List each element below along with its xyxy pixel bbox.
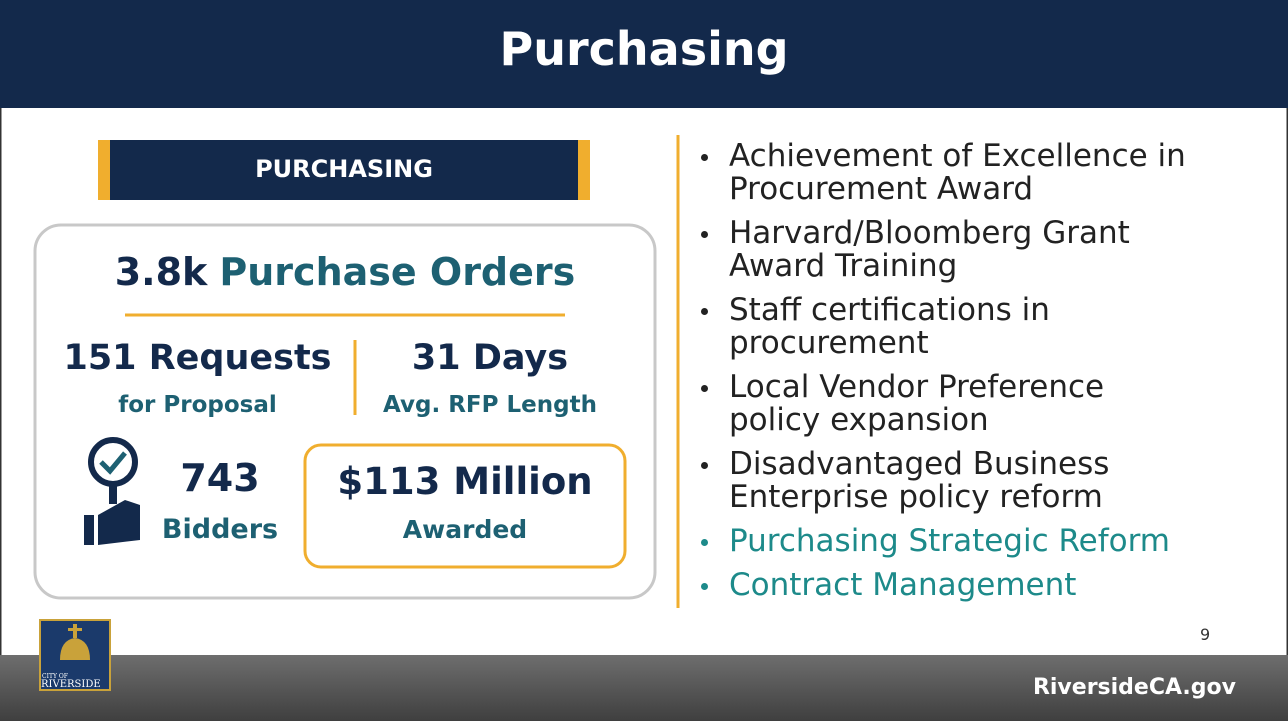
header-bar (0, 0, 1288, 108)
stat-value: 31 Days (411, 338, 569, 378)
banner-accent (578, 140, 590, 200)
bullet-item: Staff certifications in procurement (697, 294, 1277, 360)
slide-title: Purchasing (499, 22, 789, 76)
footer-bar (0, 655, 1288, 721)
bullet-line: procurement (729, 325, 929, 361)
heading-banner (98, 140, 590, 200)
logo-top: CITY OF (42, 673, 68, 680)
bidders-icon (84, 437, 140, 545)
bullet-item: Purchasing Strategic Reform (697, 525, 1277, 558)
bullet-line: Contract Management (729, 567, 1077, 603)
bullet-item: Disadvantaged Business Enterprise policy … (697, 448, 1277, 514)
bullet-list: Achievement of Excellence in Procurement … (697, 140, 1277, 613)
bullet-dot (701, 154, 708, 161)
bullet-line: Enterprise policy reform (729, 479, 1103, 515)
bullet-line: Award Training (729, 248, 958, 284)
stat-label: Bidders (161, 514, 279, 545)
city-logo (39, 619, 111, 691)
bullet-line: Harvard/Bloomberg Grant (729, 215, 1130, 251)
orders-stat: 3.8k Purchase Orders (35, 250, 655, 294)
bullet-dot (701, 539, 708, 546)
bullet-item: Contract Management (697, 569, 1277, 602)
stat-label: for Proposal (118, 392, 277, 418)
bullet-dot (701, 583, 708, 590)
bullet-dot (701, 231, 708, 238)
bullet-line: Achievement of Excellence in (729, 138, 1186, 174)
logo-bottom: RIVERSIDE (41, 679, 101, 690)
footer-url: RiversideCA.gov (1032, 675, 1236, 700)
bullet-dot (701, 462, 708, 469)
bullet-item: Local Vendor Preference policy expansion (697, 371, 1277, 437)
bullet-line: policy expansion (729, 402, 989, 438)
bullet-line: Disadvantaged Business (729, 446, 1110, 482)
stat-value: 3.8k (114, 250, 208, 294)
bullet-item: Achievement of Excellence in Procurement … (697, 140, 1277, 206)
stat-value: $113 Million (337, 460, 593, 503)
stat-label: Awarded (402, 515, 528, 544)
bullet-dot (701, 385, 708, 392)
bullet-item: Harvard/Bloomberg Grant Award Training (697, 217, 1277, 283)
panel-heading: PURCHASING (255, 155, 433, 183)
stat-value: 151 Requests (63, 338, 332, 378)
bullet-line: Staff certifications in (729, 292, 1050, 328)
bullet-line: Procurement Award (729, 171, 1034, 207)
bullet-line: Purchasing Strategic Reform (729, 523, 1170, 559)
stat-value: 743 (180, 456, 260, 500)
stat-label: Avg. RFP Length (383, 392, 597, 418)
bullet-dot (701, 308, 708, 315)
page-number: 9 (1200, 625, 1211, 644)
stat-label: Purchase Orders (219, 250, 576, 294)
award-box (303, 443, 627, 569)
bullet-line: Local Vendor Preference (729, 369, 1105, 405)
banner-accent (98, 140, 110, 200)
